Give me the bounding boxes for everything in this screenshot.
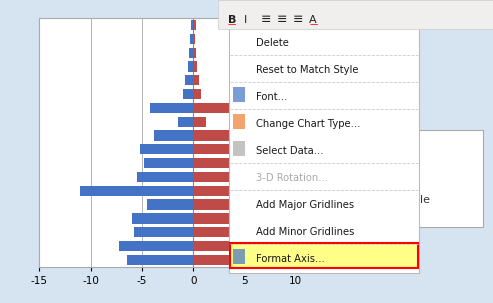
Text: Delete: Delete [256,38,289,48]
Bar [193,48,196,58]
Bar [80,185,193,196]
Text: 3-D Rotation...: 3-D Rotation... [256,173,328,183]
Bar [190,34,193,44]
Bar [144,158,193,168]
Bar [185,75,193,85]
Bar [137,172,193,182]
Bar [191,20,193,30]
Text: %Female: %Female [380,195,430,205]
Bar [193,185,240,196]
Text: Add Minor Gridlines: Add Minor Gridlines [256,227,354,237]
Text: Add Major Gridlines: Add Major Gridlines [256,200,354,210]
Text: I: I [244,15,247,25]
Bar [193,255,255,265]
Bar [150,103,193,113]
Bar [193,34,195,44]
Bar [193,199,232,210]
Bar [193,213,253,224]
Text: A: A [309,15,317,25]
Text: ≡: ≡ [260,13,271,26]
Bar [193,172,245,182]
Bar [154,130,193,141]
Bar [193,227,249,237]
Text: ≡: ≡ [293,13,303,26]
Bar [193,144,243,155]
Bar [193,117,206,127]
Bar [147,199,193,210]
Bar [188,61,193,72]
Bar [193,130,229,141]
Text: ≡: ≡ [277,13,287,26]
Text: B: B [228,15,236,25]
Bar [193,20,196,30]
Text: Change Chart Type...: Change Chart Type... [256,119,360,129]
Bar [189,48,193,58]
Bar [193,158,240,168]
Text: Font...: Font... [256,92,287,102]
Text: %Male: %Male [380,153,417,163]
Bar [183,89,193,99]
Text: —: — [309,21,317,30]
Bar [127,255,193,265]
Bar [140,144,193,155]
Text: Reset to Match Style: Reset to Match Style [256,65,358,75]
Bar [178,117,193,127]
Text: Select Data...: Select Data... [256,146,323,156]
Bar [132,213,193,224]
Bar [193,89,202,99]
Bar [193,61,197,72]
Bar [134,227,193,237]
Bar [119,241,193,251]
Text: —: — [228,21,236,30]
Bar [193,75,199,85]
Text: Format Axis...: Format Axis... [256,255,325,265]
Bar [193,103,232,113]
Bar [193,241,281,251]
